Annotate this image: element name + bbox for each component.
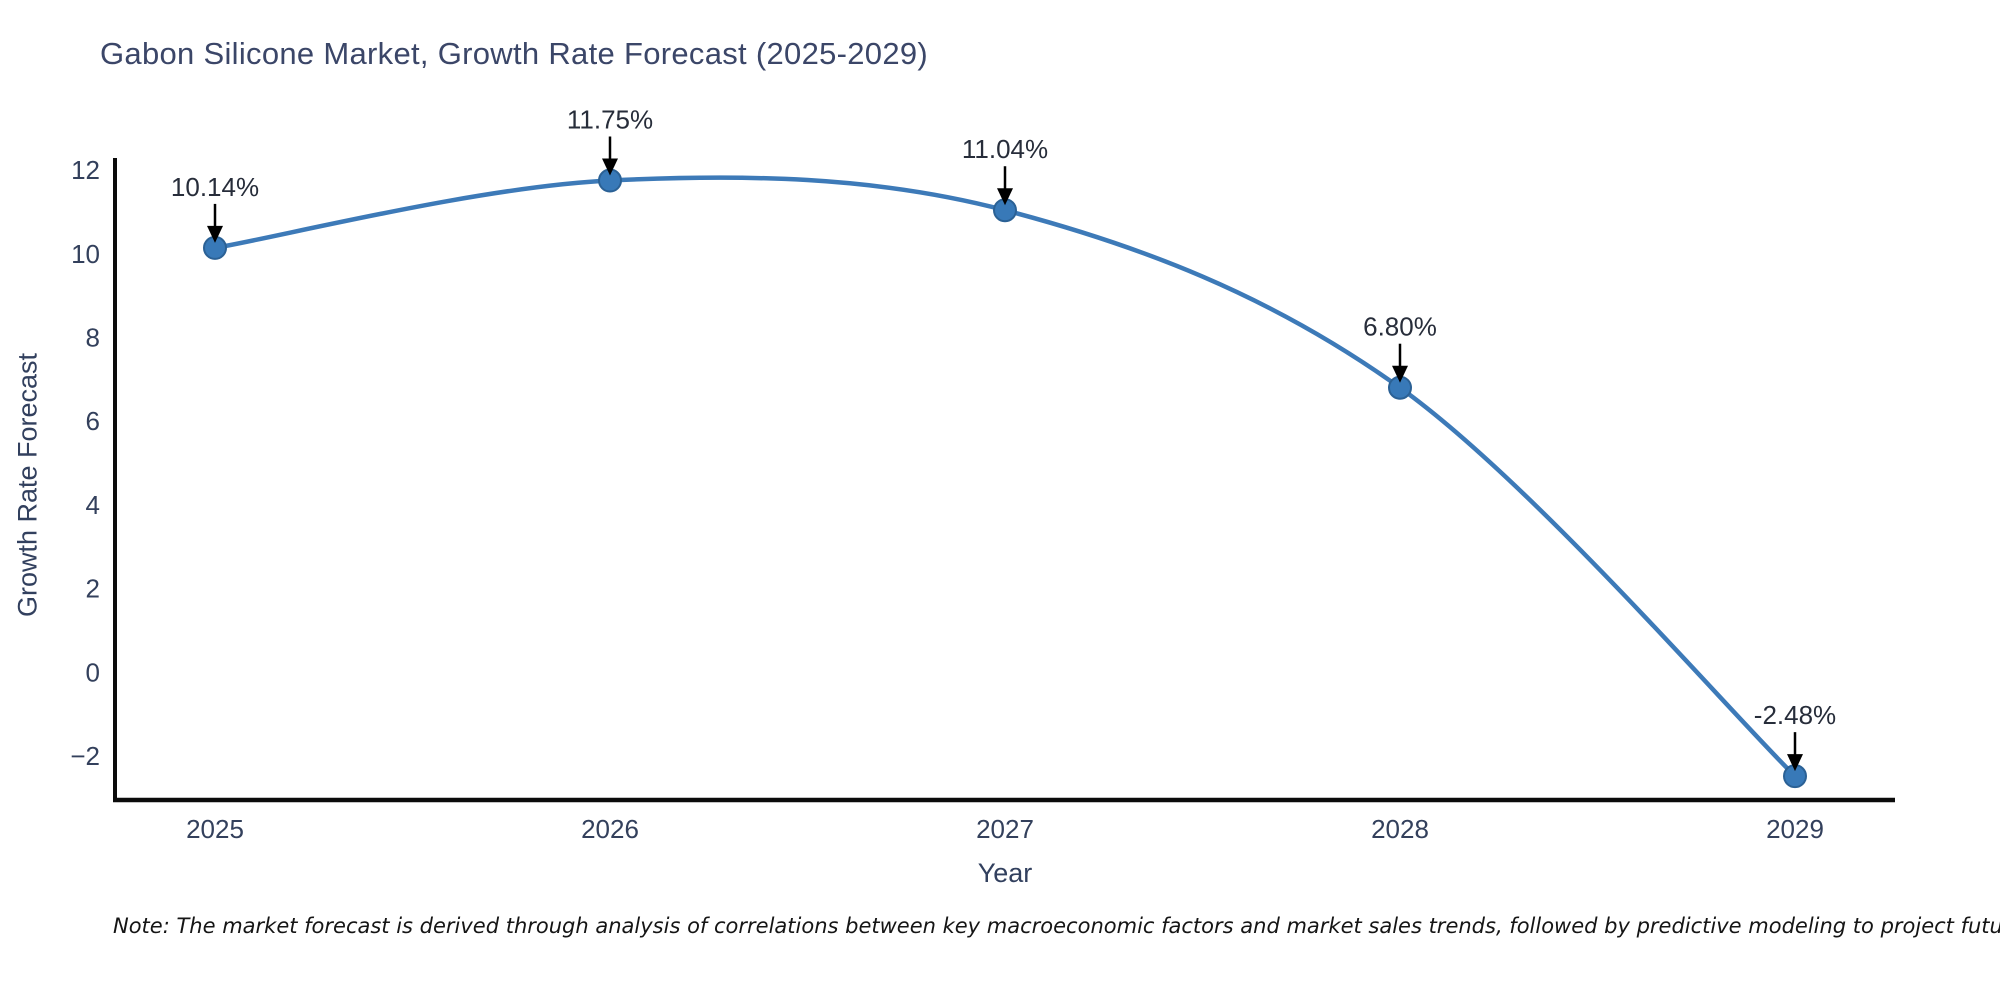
x-tick-label: 2026 <box>581 814 639 844</box>
data-point-label: 11.75% <box>567 105 653 135</box>
data-point-label: -2.48% <box>1754 700 1836 730</box>
y-tick-label: 2 <box>86 574 100 604</box>
x-tick-label: 2027 <box>976 814 1034 844</box>
annotation-arrowhead-icon <box>602 158 618 176</box>
y-tick-label: 6 <box>86 406 100 436</box>
footnote: Note: The market forecast is derived thr… <box>113 914 2000 938</box>
y-tick-label: −2 <box>70 741 100 771</box>
y-tick-label: 12 <box>71 155 100 185</box>
annotation-arrowhead-icon <box>207 225 223 243</box>
data-point-label: 6.80% <box>1363 312 1437 342</box>
annotation-arrowhead-icon <box>1787 754 1803 772</box>
x-tick-label: 2028 <box>1371 814 1429 844</box>
y-tick-label: 8 <box>86 322 100 352</box>
y-tick-label: 4 <box>86 490 100 520</box>
x-axis-title: Year <box>977 858 1033 888</box>
x-tick-label: 2029 <box>1766 814 1824 844</box>
data-point-label: 10.14% <box>171 172 259 202</box>
data-point-label: 11.04% <box>962 134 1048 164</box>
chart-title: Gabon Silicone Market, Growth Rate Forec… <box>100 36 929 71</box>
forecast-line <box>212 175 1798 779</box>
annotation-arrowhead-icon <box>1392 365 1408 383</box>
y-tick-label: 10 <box>71 239 100 269</box>
annotation-arrowhead-icon <box>997 188 1013 206</box>
x-tick-label: 2025 <box>186 814 244 844</box>
y-tick-label: 0 <box>86 657 100 687</box>
